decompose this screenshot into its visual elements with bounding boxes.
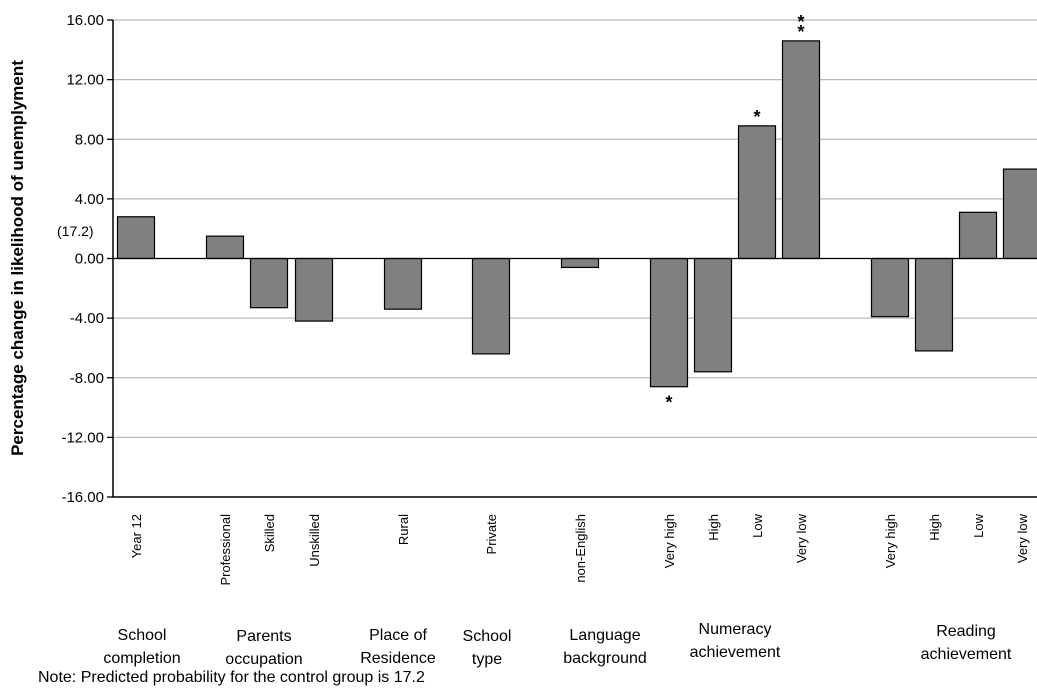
y-tick-label: 4.00: [75, 191, 104, 208]
significance-marks: ****: [665, 12, 804, 413]
group-label: Place of: [369, 627, 427, 644]
bar: [471, 257, 511, 355]
y-tick-label: -12.00: [61, 429, 104, 446]
group-label: achievement: [690, 644, 781, 661]
x-tick-label: Very high: [883, 514, 898, 568]
x-tick-label: Professional: [218, 514, 233, 586]
y-tick-label: -8.00: [70, 370, 104, 387]
x-tick-labels: Year 12 Professional Skilled Unskilled Rural…: [129, 513, 1030, 585]
group-label: Reading: [936, 623, 996, 640]
group-label: completion: [103, 650, 180, 667]
x-tick-label: Private: [484, 514, 499, 554]
x-tick-label: non-English: [573, 514, 588, 583]
group-label: Residence: [360, 650, 436, 667]
significance-mark: *: [797, 12, 804, 32]
bar: [116, 216, 156, 260]
significance-mark: *: [665, 393, 672, 413]
x-tick-label: Very low: [1015, 513, 1030, 563]
group-labels: School completion Parents occupation Place o…: [103, 621, 1012, 668]
y-tick-labels: -16.00 -12.00 -8.00 -4.00 0.00 4.00 8.00 12.00 1…: [61, 12, 104, 506]
bar: [737, 125, 777, 260]
y-tick-label: 16.00: [66, 12, 104, 29]
group-label: Numeracy: [699, 621, 772, 638]
bar: [294, 257, 334, 322]
bar: [249, 257, 289, 309]
x-tick-label: Low: [971, 513, 986, 537]
group-label: occupation: [225, 651, 302, 668]
significance-mark: *: [753, 107, 760, 127]
control-annotation: (17.2): [57, 223, 94, 239]
x-tick-label: Year 12: [129, 514, 144, 558]
bar: [914, 257, 954, 352]
group-label: Parents: [236, 628, 291, 645]
group-label: School: [118, 627, 167, 644]
y-tick-label: -4.00: [70, 310, 104, 327]
group-label: background: [563, 650, 647, 667]
bar: [1002, 168, 1037, 260]
y-tick-label: 0.00: [75, 251, 104, 268]
group-label: achievement: [921, 646, 1012, 663]
y-tick-label: 8.00: [75, 131, 104, 148]
bar: [870, 257, 910, 318]
group-label: Language: [569, 627, 640, 644]
x-tick-label: Skilled: [262, 514, 277, 552]
bar: [649, 257, 689, 388]
y-tick-label: 12.00: [66, 72, 104, 89]
x-tick-label: Very high: [662, 514, 677, 568]
bar: [383, 257, 423, 310]
x-tick-label: Rural: [396, 514, 411, 545]
significance-mark: *: [797, 22, 804, 42]
x-tick-label: High: [706, 514, 721, 541]
group-label: School: [463, 628, 512, 645]
bar: [958, 211, 998, 260]
bars: [116, 40, 1037, 388]
y-axis-label: Percentage change in likelihood of unemp…: [8, 60, 27, 456]
bar: [560, 257, 600, 269]
x-tick-label: Very low: [794, 513, 809, 563]
gridlines: [113, 19, 1037, 438]
bar: [693, 257, 733, 373]
x-tick-label: High: [927, 514, 942, 541]
bar: [781, 40, 821, 260]
bar: [205, 235, 245, 260]
x-tick-label: Unskilled: [307, 514, 322, 567]
group-label: type: [472, 651, 502, 668]
y-tick-label: -16.00: [61, 489, 104, 506]
axes: [107, 19, 1037, 498]
chart-note: Note: Predicted probability for the cont…: [38, 669, 425, 686]
x-tick-label: Low: [750, 513, 765, 537]
